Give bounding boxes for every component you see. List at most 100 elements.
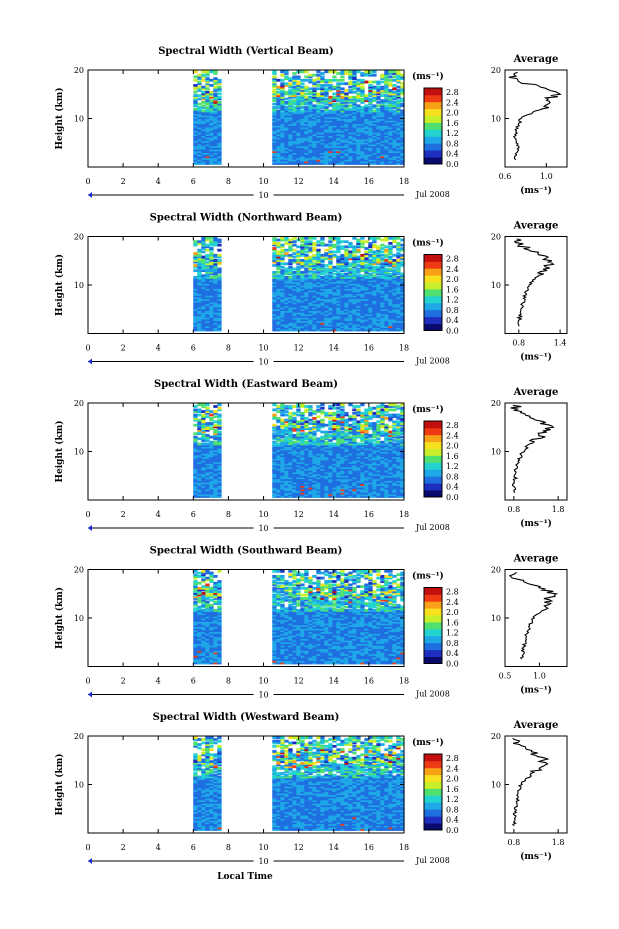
heatmap-cell	[276, 304, 281, 308]
heatmap-cell	[336, 313, 341, 317]
heatmap-cell	[205, 491, 210, 495]
heatmap-cell	[316, 493, 321, 497]
heatmap-cell	[388, 134, 393, 138]
heatmap-cell	[344, 255, 349, 259]
avg-y-tick-label: 10	[491, 281, 501, 290]
colorbar-swatch	[424, 296, 442, 304]
heatmap-cell	[372, 97, 377, 101]
heatmap-cell	[217, 442, 222, 446]
heatmap-cell	[332, 145, 337, 148]
heatmap-cell	[284, 287, 289, 291]
heatmap-cell	[292, 315, 297, 318]
heatmap-cell	[292, 92, 297, 96]
heatmap-cell	[276, 101, 281, 104]
heatmap-cell	[205, 286, 210, 289]
heatmap-cell	[296, 476, 301, 480]
heatmap-cell	[396, 141, 401, 145]
heatmap-cell	[344, 248, 349, 252]
heatmap-cell	[352, 160, 357, 164]
heatmap-cell	[296, 469, 301, 473]
heatmap-cell	[392, 277, 397, 281]
heatmap-cell	[332, 486, 337, 490]
heatmap-cell	[392, 140, 397, 143]
heatmap-cell	[213, 87, 218, 91]
heatmap-cell	[380, 473, 385, 476]
heatmap-cell	[372, 493, 377, 497]
heatmap-cell	[396, 101, 401, 104]
heatmap-cell	[352, 473, 357, 476]
heatmap-cell	[344, 259, 349, 262]
heatmap-cell	[364, 114, 369, 118]
heatmap-cell	[308, 311, 313, 315]
heatmap-cell	[368, 141, 373, 145]
heatmap-cell	[197, 158, 202, 162]
heatmap-cell	[308, 155, 313, 159]
heatmap-cell	[400, 296, 405, 300]
heatmap-cell	[312, 262, 317, 266]
heatmap-cell	[376, 129, 381, 133]
heatmap-cell	[368, 117, 373, 121]
heatmap-cell	[368, 150, 373, 153]
heatmap-cell	[292, 72, 297, 75]
heatmap-cell	[380, 287, 385, 291]
heatmap-cell	[320, 325, 325, 328]
heatmap-cell	[213, 488, 218, 492]
heatmap-cell	[209, 493, 214, 497]
heatmap-cell	[400, 476, 405, 480]
heatmap-cell	[392, 483, 397, 486]
heatmap-cell	[328, 136, 333, 140]
heatmap-cell	[288, 282, 293, 286]
heatmap-cell	[300, 478, 305, 481]
heatmap-cell	[201, 238, 206, 242]
heatmap-cell	[280, 257, 285, 261]
avg-xlabel: (ms⁻¹)	[520, 185, 552, 196]
heatmap-cell	[284, 153, 289, 157]
heatmap-cell	[384, 267, 389, 271]
heatmap-cell	[197, 73, 202, 77]
heatmap-cell	[300, 486, 305, 490]
heatmap-cell	[272, 291, 277, 294]
heatmap-cell	[324, 112, 329, 116]
heatmap-cell	[332, 160, 337, 164]
colorbar-tick-label: 0.4	[446, 150, 459, 159]
heatmap-cell	[344, 145, 349, 148]
heatmap-cell	[296, 461, 301, 464]
heatmap-cell	[340, 160, 345, 164]
heatmap-cell	[193, 78, 198, 82]
heatmap-cell	[372, 473, 377, 476]
heatmap-cell	[356, 284, 361, 288]
heatmap-cell	[340, 148, 345, 152]
heatmap-cell	[388, 291, 393, 294]
heatmap-cell	[380, 140, 385, 143]
heatmap-cell	[288, 296, 293, 300]
heatmap-cell	[396, 73, 401, 77]
heatmap-cell	[352, 82, 357, 86]
heatmap-cell	[376, 255, 381, 259]
heatmap-cell	[193, 456, 198, 459]
heatmap-cell	[308, 97, 313, 101]
heatmap-cell	[312, 106, 317, 109]
heatmap-cell	[372, 121, 377, 125]
heatmap-cell	[340, 111, 345, 114]
heatmap-cell	[344, 104, 349, 108]
heatmap-cell	[193, 298, 198, 301]
heatmap-cell	[276, 323, 281, 327]
heatmap-cell	[197, 242, 202, 245]
heatmap-cell	[328, 316, 333, 320]
heatmap-cell	[280, 279, 285, 283]
heatmap-cell	[400, 82, 405, 86]
heatmap-cell	[332, 269, 337, 272]
heatmap-cell	[376, 491, 381, 495]
heatmap-cell	[284, 107, 289, 111]
heatmap-cell	[213, 153, 218, 157]
heatmap-cell	[308, 491, 313, 495]
heatmap-cell	[296, 151, 301, 155]
heatmap-cell	[209, 131, 214, 135]
heatmap-cell	[288, 292, 293, 296]
heatmap-cell	[344, 253, 349, 257]
heatmap-cell	[400, 493, 405, 497]
heatmap-cell	[320, 101, 325, 104]
heatmap-cell	[292, 90, 297, 94]
heatmap-cell	[213, 89, 218, 92]
heatmap-cell	[388, 99, 393, 103]
